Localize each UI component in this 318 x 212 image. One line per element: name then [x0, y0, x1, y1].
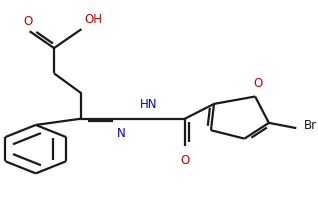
- Text: HN: HN: [140, 98, 157, 111]
- Text: N: N: [117, 127, 125, 140]
- Text: O: O: [24, 15, 33, 28]
- Text: O: O: [180, 154, 190, 167]
- Text: O: O: [253, 77, 263, 90]
- Text: Br: Br: [304, 119, 317, 132]
- Text: OH: OH: [84, 13, 102, 26]
